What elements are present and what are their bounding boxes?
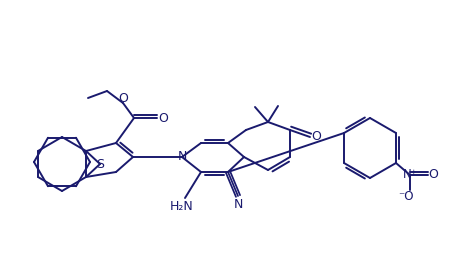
Text: S: S — [96, 157, 104, 170]
Text: O: O — [158, 112, 168, 124]
Text: O: O — [427, 168, 437, 182]
Text: N: N — [233, 197, 242, 210]
Text: O: O — [310, 131, 320, 144]
Text: O: O — [118, 92, 128, 105]
Text: N: N — [177, 151, 186, 164]
Text: N⁺: N⁺ — [402, 168, 416, 182]
Text: H₂N: H₂N — [170, 200, 193, 214]
Text: ⁻O: ⁻O — [397, 190, 413, 204]
